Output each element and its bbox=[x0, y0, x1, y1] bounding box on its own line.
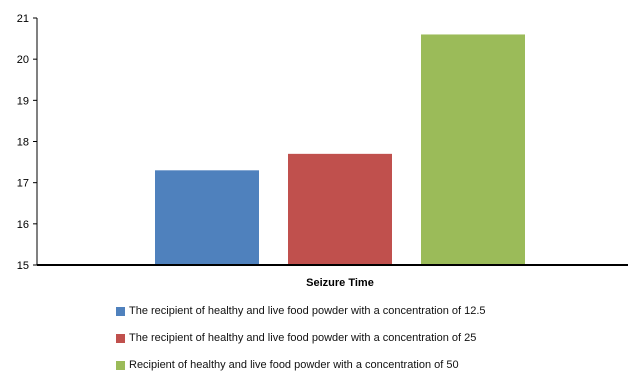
y-tick-label-17: 17 bbox=[17, 178, 29, 190]
bar-series-3 bbox=[421, 34, 525, 265]
legend-swatch-series-1 bbox=[116, 306, 125, 316]
y-tick-label-18: 18 bbox=[17, 137, 29, 149]
legend-item-series-1: The recipient of healthy and live food p… bbox=[116, 300, 486, 322]
legend-label-series-2: The recipient of healthy and live food p… bbox=[129, 332, 477, 344]
legend-label-series-1: The recipient of healthy and live food p… bbox=[129, 305, 486, 317]
legend-item-series-3: Recipient of healthy and live food powde… bbox=[116, 354, 486, 376]
x-axis-label: Seizure Time bbox=[306, 277, 374, 289]
bars-group bbox=[155, 34, 525, 265]
y-tick-label-15: 15 bbox=[17, 260, 29, 272]
y-tick-label-16: 16 bbox=[17, 219, 29, 231]
legend-swatch-series-2 bbox=[116, 333, 125, 343]
bar-series-1 bbox=[155, 170, 259, 265]
y-tick-label-21: 21 bbox=[17, 13, 29, 25]
legend-item-series-2: The recipient of healthy and live food p… bbox=[116, 327, 486, 349]
y-tick-label-20: 20 bbox=[17, 54, 29, 66]
legend: The recipient of healthy and live food p… bbox=[116, 300, 486, 381]
y-axis-ticks: 15 16 17 18 19 20 21 bbox=[17, 13, 37, 272]
y-tick-label-19: 19 bbox=[17, 95, 29, 107]
legend-label-series-3: Recipient of healthy and live food powde… bbox=[129, 359, 459, 371]
bar-chart: 15 16 17 18 19 20 21 Seizure Time bbox=[17, 13, 628, 289]
legend-swatch-series-3 bbox=[116, 360, 125, 370]
bar-series-2 bbox=[288, 153, 392, 265]
